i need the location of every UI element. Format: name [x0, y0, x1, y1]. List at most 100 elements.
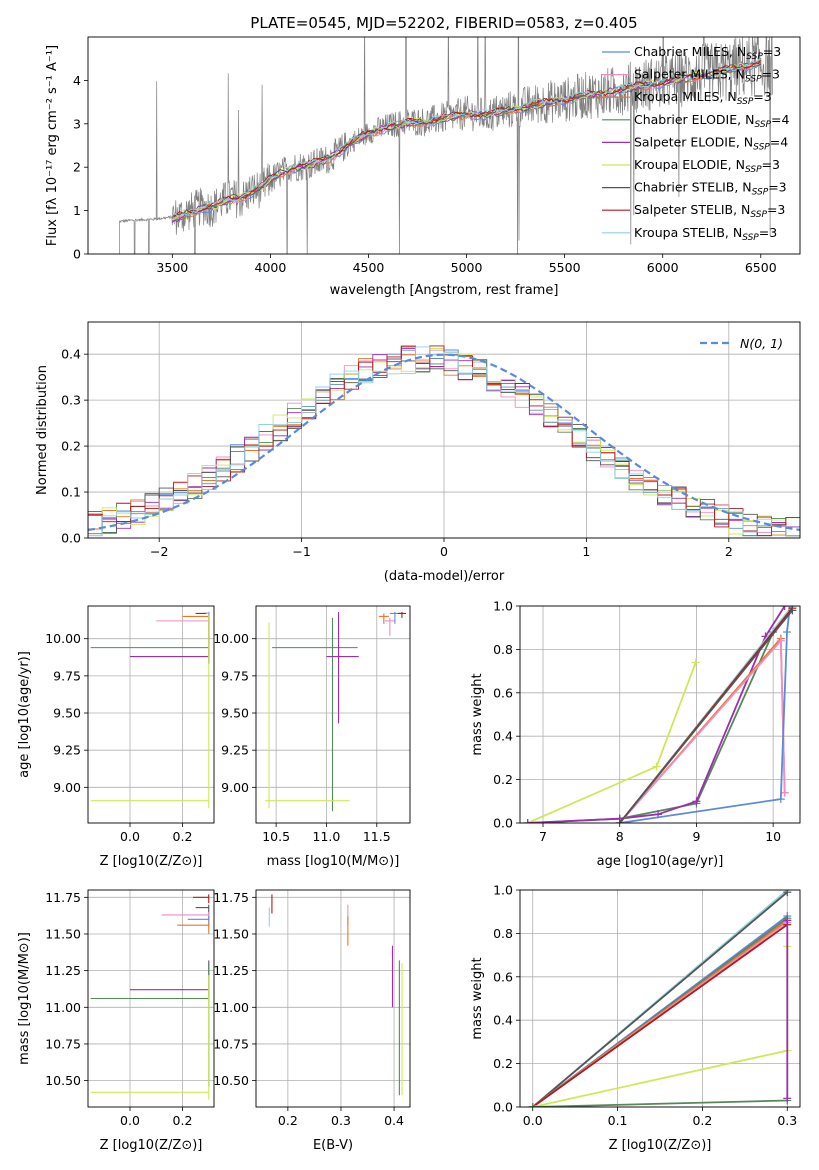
x-tick-label: 0.0 — [120, 829, 140, 844]
x-tick-label: 6000 — [647, 260, 679, 275]
errorbar-point — [195, 904, 210, 918]
x-tick-label: 0.2 — [173, 1113, 193, 1128]
x-tick-label: 5500 — [549, 260, 581, 275]
axes-frame — [87, 889, 215, 1108]
mass_vs_EBV-xlabel: E(B-V) — [313, 1138, 353, 1153]
gaussian-curve — [88, 353, 800, 531]
x-tick-label: 0.0 — [120, 1113, 140, 1128]
plus-marker — [782, 628, 791, 637]
y-tick-label: 10.50 — [45, 1073, 81, 1088]
y-tick-label: 11.50 — [45, 926, 81, 941]
errorbar-point — [195, 611, 210, 618]
mass-weight-line-4 — [619, 638, 786, 823]
plus-marker — [776, 636, 785, 645]
y-tick-label: 0.2 — [493, 772, 513, 787]
mass-weight-line-1 — [532, 891, 788, 1107]
axes-spectrum — [84, 80, 762, 258]
age_vs_Z-ylabel: age [log10(age/yr)] — [17, 651, 32, 778]
age_vs_mass-xlabel: mass [log10(M/M⊙)] — [267, 854, 400, 869]
mass-weight-line-7 — [532, 946, 789, 1107]
plus-marker — [528, 1103, 537, 1107]
y-tick-label: 11.00 — [45, 1000, 81, 1015]
residuals-ylabel: Normed distribution — [35, 365, 50, 495]
x-tick-label: 1 — [582, 544, 590, 559]
y-tick-label: 0.0 — [493, 1100, 513, 1115]
errorbar-point — [397, 611, 406, 618]
plus-marker — [691, 658, 700, 667]
errorbar-point — [384, 617, 395, 636]
model-spectrum-8 — [172, 58, 762, 217]
axes-frame — [255, 605, 411, 824]
x-tick-label: 8 — [616, 829, 624, 844]
axes-frame — [255, 889, 411, 1108]
y-tick-label: 11.75 — [45, 890, 81, 905]
axes-age_vs_Z — [84, 606, 214, 827]
y-tick-label: 0.6 — [493, 969, 513, 984]
y-tick-label: 9.50 — [53, 706, 81, 721]
y-tick-label: 9.00 — [53, 780, 81, 795]
y-tick-label: 3 — [73, 116, 81, 131]
axes-frame — [87, 36, 801, 255]
errorbar-point — [90, 975, 210, 1100]
axes-mw_vs_age — [516, 605, 800, 827]
x-tick-label: 0.4 — [384, 1113, 404, 1128]
legend-label: N(0, 1) — [740, 336, 783, 351]
x-tick-label: 3500 — [156, 260, 188, 275]
axes-frame — [519, 605, 801, 824]
errorbars — [265, 611, 406, 812]
errorbar-point — [206, 611, 210, 615]
y-tick-label: 11.75 — [213, 890, 249, 905]
y-tick-label: 9.75 — [221, 668, 249, 683]
mass-weight-line-2 — [527, 606, 786, 823]
y-tick-label: 9.25 — [221, 743, 249, 758]
plus-marker — [783, 890, 792, 897]
errorbar-point — [177, 922, 210, 934]
y-tick-label: 0.8 — [493, 642, 513, 657]
y-tick-label: 9.00 — [221, 780, 249, 795]
y-tick-label: 2 — [73, 160, 81, 175]
x-tick-label: 4500 — [353, 260, 385, 275]
errorbars — [268, 894, 403, 1096]
x-tick-label: 4000 — [255, 260, 287, 275]
errorbars — [90, 611, 210, 809]
legend-label: Chabrier STELIB, NSSP=3 — [634, 180, 787, 198]
errorbar-point — [182, 613, 210, 620]
x-tick-label: 6500 — [745, 260, 777, 275]
plus-marker — [523, 819, 532, 823]
x-tick-label: 10 — [765, 829, 781, 844]
axes-mass_vs_Z — [84, 890, 214, 1111]
y-tick-label: 1.0 — [493, 883, 513, 898]
y-tick-label: 0.6 — [493, 685, 513, 700]
y-tick-label: 0.4 — [493, 729, 513, 744]
plus-marker — [788, 606, 797, 615]
y-tick-label: 10.50 — [213, 1073, 249, 1088]
plus-marker — [783, 1094, 792, 1103]
legend-label: Chabrier MILES, NSSP=3 — [634, 44, 781, 62]
y-tick-label: 11.25 — [213, 963, 249, 978]
y-tick-label: 0 — [73, 247, 81, 262]
mass-weight-lines — [528, 890, 792, 1107]
y-tick-label: 11.50 — [213, 926, 249, 941]
axes-frame — [519, 889, 801, 1108]
mass-weight-line-8 — [619, 609, 793, 823]
plus-marker — [780, 788, 789, 797]
spectrum-xlabel: wavelength [Angstrom, rest frame] — [330, 283, 559, 298]
errorbars — [90, 894, 210, 1100]
mass-weight-line-5 — [619, 606, 791, 823]
errorbar-point — [326, 611, 359, 724]
y-tick-label: 11.00 — [213, 1000, 249, 1015]
mass_vs_Z-xlabel: Z [log10(Z/Z⊙)] — [100, 1138, 203, 1153]
histograms — [88, 345, 800, 538]
y-tick-label: 0.1 — [61, 485, 81, 500]
residuals-legend: N(0, 1) — [700, 336, 783, 351]
mass-weight-line-6 — [532, 923, 788, 1107]
errorbar-point — [272, 617, 358, 812]
y-tick-label: 9.50 — [221, 706, 249, 721]
plus-marker — [615, 819, 624, 823]
errorbar-point — [265, 622, 350, 809]
y-tick-label: 0.8 — [493, 926, 513, 941]
y-tick-label: 0.2 — [61, 439, 81, 454]
y-tick-label: 11.25 — [45, 963, 81, 978]
histogram-8 — [88, 346, 800, 538]
axes-frame — [87, 605, 215, 824]
